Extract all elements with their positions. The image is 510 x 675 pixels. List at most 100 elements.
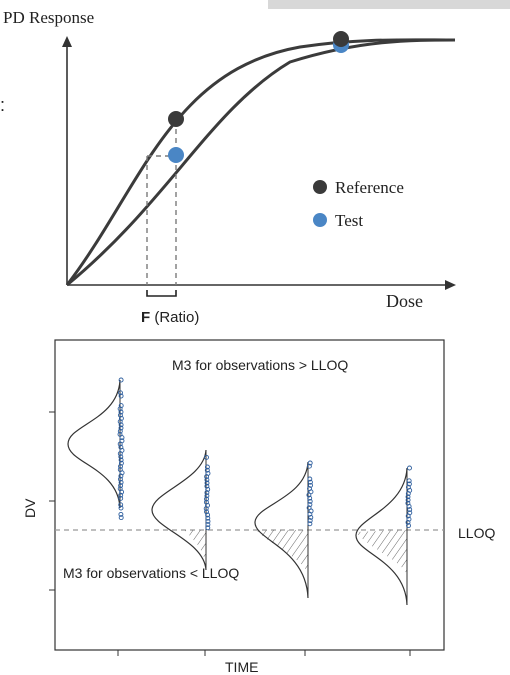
observation-point — [406, 523, 411, 529]
ratio-bracket — [146, 290, 177, 297]
distribution-curve-2 — [151, 449, 207, 571]
observation-point — [204, 509, 209, 515]
observation-points — [117, 377, 413, 531]
observation-point — [204, 493, 210, 499]
observation-point — [205, 525, 211, 531]
observation-point — [406, 478, 412, 484]
observation-point — [204, 483, 210, 489]
observation-point — [406, 503, 412, 509]
observation-point — [307, 495, 313, 501]
y-axis-arrow — [62, 36, 72, 47]
observation-point — [117, 428, 123, 434]
legend-test-label: Test — [335, 211, 363, 230]
test-point-low — [168, 147, 184, 163]
annotation-above-lloq: M3 for observations > LLOQ — [172, 357, 348, 373]
observation-point — [407, 465, 412, 471]
observation-point — [203, 499, 209, 505]
plot-frame — [54, 339, 445, 651]
observation-point — [405, 519, 411, 525]
observation-point — [117, 441, 123, 447]
observation-point — [117, 419, 123, 425]
observation-point — [118, 495, 124, 501]
x-axis-arrow — [445, 280, 456, 290]
test-curve — [66, 38, 456, 287]
observation-point — [117, 451, 123, 457]
distribution-curve-1 — [67, 379, 121, 509]
observation-point — [118, 492, 124, 498]
observation-point — [307, 502, 313, 508]
ratio-label-rest: (Ratio) — [150, 309, 199, 326]
observation-point — [407, 507, 413, 513]
observation-point — [118, 483, 124, 489]
observation-point — [205, 515, 211, 521]
distribution-curve-3 — [254, 461, 309, 599]
observation-point — [406, 516, 412, 522]
observation-point — [405, 497, 411, 503]
observation-point — [117, 476, 123, 482]
ratio-label: F (Ratio) — [141, 309, 199, 326]
observation-point — [307, 479, 313, 485]
observation-point — [118, 393, 124, 399]
dose-label: Dose — [386, 291, 423, 311]
observation-point — [118, 463, 123, 469]
dose-response-panel: PD Response : Dose Reference Test F (Rat… — [0, 8, 456, 326]
distribution-curve-4 — [355, 467, 408, 606]
observation-point — [203, 506, 209, 512]
distribution-hatch-3 — [256, 530, 308, 575]
observation-point — [307, 511, 313, 517]
legend-test-marker — [313, 213, 327, 227]
observation-point — [118, 505, 124, 511]
observation-point — [117, 406, 123, 412]
annotation-below-lloq: M3 for observations < LLOQ — [63, 565, 239, 581]
observation-point — [307, 521, 313, 527]
observation-point — [405, 513, 411, 519]
reference-curve — [65, 38, 456, 286]
observation-point — [204, 480, 210, 486]
observation-point — [204, 474, 210, 480]
observation-point — [306, 492, 312, 498]
observation-point — [204, 490, 210, 496]
observation-point — [204, 464, 210, 470]
ratio-label-f: F — [141, 309, 150, 326]
legend-reference-marker — [313, 180, 327, 194]
observation-point — [308, 514, 314, 520]
observation-point — [205, 522, 211, 528]
lloq-label: LLOQ — [458, 525, 495, 541]
reference-point-low — [168, 111, 184, 127]
distribution-hatch-4 — [356, 530, 407, 575]
observation-point — [118, 473, 124, 479]
observation-point — [118, 403, 124, 409]
observation-point — [307, 518, 313, 524]
observation-point — [118, 454, 124, 460]
observation-point — [118, 460, 124, 466]
time-axis-label: TIME — [225, 659, 258, 675]
observation-point — [118, 457, 124, 463]
distribution-hatch-2 — [184, 530, 206, 568]
observation-point — [307, 498, 313, 504]
observation-point — [117, 412, 123, 418]
edge-glyph: : — [0, 95, 5, 115]
observation-point — [406, 481, 412, 487]
reference-point-high — [333, 31, 349, 47]
observation-point — [118, 515, 124, 521]
observation-point — [118, 479, 124, 485]
observation-point — [119, 489, 125, 495]
observation-point — [307, 476, 313, 482]
observation-point — [118, 444, 124, 450]
m3-panel: DV TIME LLOQ M3 for observations > LLOQ … — [22, 339, 495, 675]
observation-point — [307, 460, 313, 466]
observation-point — [118, 511, 124, 517]
observation-point — [204, 477, 210, 483]
observation-point — [118, 377, 124, 383]
observation-point — [306, 463, 312, 469]
legend-reference-label: Reference — [335, 178, 404, 197]
observation-point — [205, 518, 211, 524]
pd-response-label: PD Response — [3, 8, 94, 27]
observation-point — [204, 454, 209, 460]
observation-point — [119, 435, 125, 441]
observation-point — [118, 422, 124, 428]
dv-axis-label: DV — [22, 498, 38, 518]
observation-point — [204, 496, 209, 502]
observation-point — [118, 425, 124, 431]
